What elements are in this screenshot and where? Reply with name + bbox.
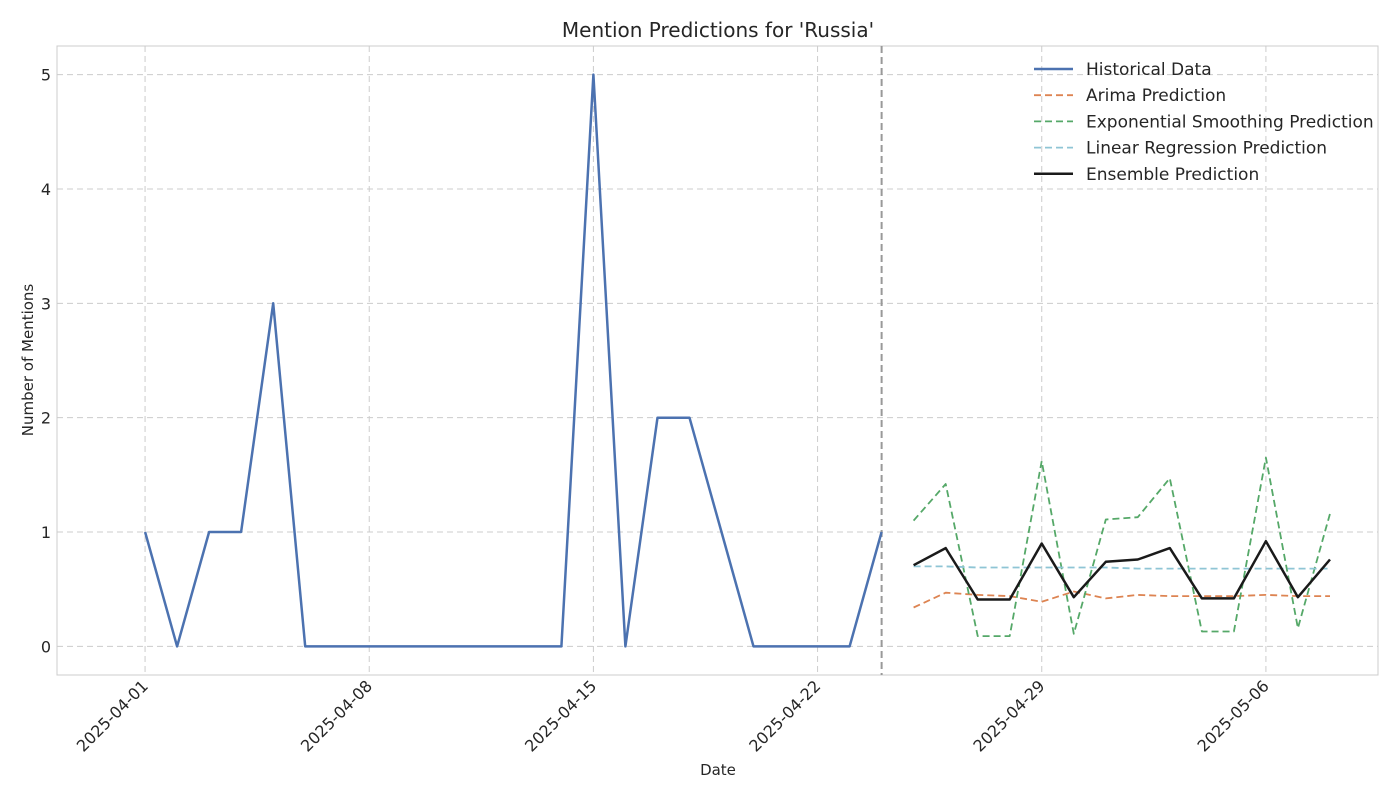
legend-label-historical-data: Historical Data [1086,60,1212,80]
x-tick-label: 2025-04-08 [297,676,376,755]
y-tick-label: 4 [41,180,51,199]
legend-label-ensemble-prediction: Ensemble Prediction [1086,165,1259,185]
legend-label-arima-prediction: Arima Prediction [1086,86,1226,106]
y-tick-label: 3 [41,294,51,313]
y-tick-label: 5 [41,66,51,85]
plot-area [56,45,1379,676]
legend-label-linear-regression-prediction: Linear Regression Prediction [1086,139,1327,159]
y-tick-label: 0 [41,637,51,656]
historical-data-line [143,73,883,648]
y-tick-label: 1 [41,523,51,542]
legend-label-exponential-smoothing-prediction: Exponential Smoothing Prediction [1086,112,1374,132]
x-tick-label: 2025-04-01 [73,676,152,755]
exponential-smoothing-prediction-line [912,456,1331,637]
y-tick-label: 2 [41,409,51,428]
linear-regression-prediction-line [913,565,1330,570]
x-tick-label: 2025-05-06 [1194,676,1273,755]
y-axis-label: Number of Mentions [19,284,37,437]
x-axis-label: Date [700,761,736,779]
legend: Historical Data Arima Prediction Exponenti… [1034,60,1374,185]
grid-layer [57,46,1378,675]
x-tick-label: 2025-04-29 [969,676,1048,755]
x-tick-label: 2025-04-22 [745,676,824,755]
chart-title: Mention Predictions for 'Russia' [562,18,874,42]
series-layer [143,73,1331,648]
arima-prediction-line [913,590,1330,609]
x-tick-label: 2025-04-15 [521,676,600,755]
ensemble-prediction-line [913,539,1331,601]
